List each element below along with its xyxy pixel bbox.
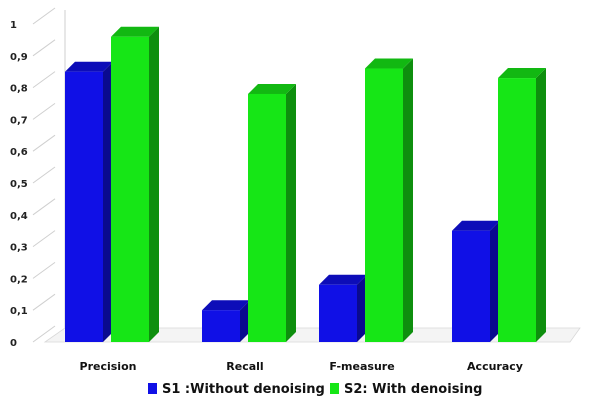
bar-top-face — [452, 220, 500, 231]
legend: S1 :Without denoising S2: With denoising — [148, 382, 482, 397]
bar-top-face — [319, 274, 367, 285]
bar-front-face — [248, 93, 286, 343]
bar-top-face — [498, 68, 546, 79]
bar-top-face — [65, 61, 113, 72]
bar-s1-accuracy — [452, 220, 500, 342]
x-axis: Precision Recall F-measure Accuracy — [80, 360, 523, 373]
bar-top-face — [248, 83, 296, 94]
y-tick-mark — [32, 198, 56, 216]
bar-side-face — [357, 274, 367, 342]
legend-swatch-s2 — [330, 383, 339, 394]
bar-side-face — [536, 68, 546, 342]
y-tick-mark — [32, 325, 56, 343]
bar-s1-recall — [202, 300, 250, 342]
legend-label-s1: S1 :Without denoising — [162, 382, 325, 397]
bar-side-face — [403, 58, 413, 343]
y-tick-label: 0,8 — [10, 84, 28, 95]
y-tick-mark — [32, 7, 56, 25]
y-tick-mark — [32, 166, 56, 184]
y-tick-label: 0,2 — [10, 274, 28, 285]
bar-side-face — [286, 83, 296, 343]
bar-top-face — [202, 300, 250, 311]
y-tick-mark — [32, 261, 56, 279]
bar-s2-f-measure — [365, 58, 413, 343]
legend-label-s2: S2: With denoising — [344, 382, 482, 397]
x-category-label: F-measure — [329, 360, 394, 373]
y-tick-mark — [32, 39, 56, 57]
bar-front-face — [65, 71, 103, 342]
y-tick-label: 0,4 — [10, 211, 28, 222]
y-tick-mark — [32, 102, 56, 120]
bar-s2-accuracy — [498, 68, 546, 342]
bar-front-face — [452, 230, 490, 342]
y-tick-label: 1 — [10, 20, 17, 31]
y-tick-label: 0,9 — [10, 52, 28, 63]
bar-front-face — [319, 284, 357, 342]
legend-swatch-s1 — [148, 383, 157, 394]
y-tick-label: 0,5 — [10, 179, 28, 190]
x-category-label: Recall — [226, 360, 263, 373]
y-axis: 0 0,1 0,2 0,3 0,4 0,5 0,6 0,7 0,8 0,9 1 — [10, 7, 56, 349]
bar-front-face — [365, 68, 403, 343]
bar-s1-precision — [65, 61, 113, 342]
bar-s2-precision — [111, 26, 159, 342]
bar-s2-recall — [248, 83, 296, 343]
y-tick-label: 0,3 — [10, 243, 28, 254]
bar-side-face — [490, 220, 500, 342]
bar-front-face — [202, 310, 240, 342]
bar-front-face — [111, 36, 149, 342]
bar-side-face — [149, 26, 159, 342]
y-tick-mark — [32, 71, 56, 89]
y-tick-label: 0 — [10, 338, 17, 349]
x-category-label: Accuracy — [467, 360, 523, 373]
bar-s1-f-measure — [319, 274, 367, 342]
bar-top-face — [111, 26, 159, 37]
y-tick-mark — [32, 230, 56, 248]
bars-group — [65, 26, 546, 343]
bar-side-face — [103, 61, 113, 342]
x-category-label: Precision — [80, 360, 137, 373]
bar-front-face — [498, 78, 536, 342]
y-tick-mark — [32, 134, 56, 152]
bar-side-face — [240, 300, 250, 342]
y-tick-label: 0,7 — [10, 115, 28, 126]
y-tick-label: 0,1 — [10, 306, 28, 317]
y-tick-mark — [32, 293, 56, 311]
bar-top-face — [365, 58, 413, 69]
y-tick-label: 0,6 — [10, 147, 28, 158]
